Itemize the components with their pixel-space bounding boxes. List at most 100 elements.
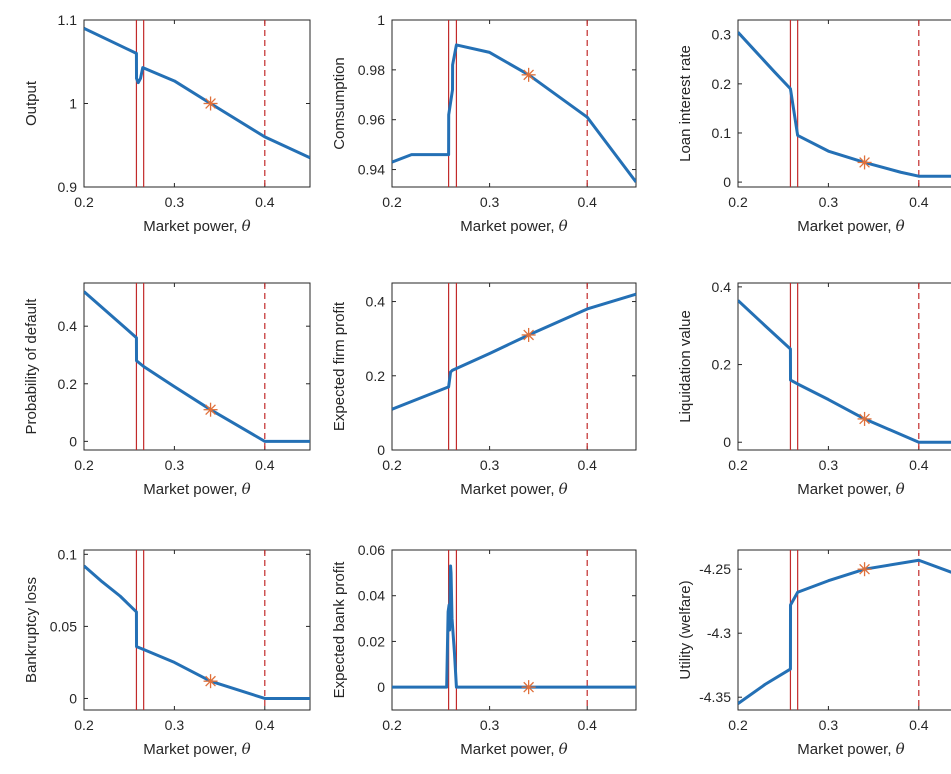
panel-utility: 0.2 0.3 0.4 -4.35 -4.3 -4.25 Market power, θ Ut… [677,549,951,758]
y-tick-label: 0.9 [58,179,78,195]
x-tick-label: 0.3 [165,457,185,473]
series-line [738,558,951,705]
y-tick-label: 0 [377,679,385,695]
axes-box [737,19,951,188]
y-tick-label: 0.4 [58,318,78,334]
series-line [392,564,636,689]
x-tick-label: 0.3 [819,194,839,210]
x-axis-label: Market power, θ [143,480,250,498]
y-tick-label: 0 [69,433,77,449]
series-line [84,26,310,160]
plot-area [738,20,951,187]
y-axis-label: Bankruptcy loss [23,577,40,683]
plot-area [392,20,636,187]
y-axis-label: Comsumption [331,57,348,150]
x-tick-label: 0.3 [480,457,500,473]
series-line [84,290,310,443]
x-tick-label: 0.4 [909,717,929,733]
x-axis-label: Market power, θ [460,480,567,498]
y-axis-label: Loan interest rate [677,45,694,162]
axes-box [391,19,637,188]
x-tick-label: 0.4 [255,194,275,210]
panel-output: 0.2 0.3 0.4 0.9 1 1.1 Market power, θ Output [23,12,311,235]
y-tick-label: 0.06 [358,542,385,558]
axes-box [737,282,951,451]
y-tick-label: -4.3 [707,625,731,641]
y-tick-label: -4.25 [699,561,731,577]
axes-box [83,549,311,711]
series-line [392,292,636,411]
x-axis-label: Market power, θ [143,217,250,235]
panel-bankruptcy-loss: 0.2 0.3 0.4 0 0.05 0.1 Market power, θ Bankrupt… [23,546,311,758]
y-tick-label: 0 [69,690,77,706]
y-tick-label: 0.3 [712,27,732,43]
plot-area [738,550,951,710]
x-tick-label: 0.3 [480,194,500,210]
y-tick-label: 0 [723,174,731,190]
series-line [84,564,310,700]
x-tick-label: 0.2 [382,194,402,210]
series-line [392,43,636,183]
x-tick-label: 0.2 [382,717,402,733]
y-tick-label: 0.2 [712,76,732,92]
y-tick-label: 1.1 [58,12,78,28]
series-line [738,31,951,178]
plot-area [84,550,310,710]
y-axis-label: Expected firm profit [331,301,348,431]
x-tick-label: 0.3 [819,717,839,733]
axes-box [83,282,311,451]
y-tick-label: -4.35 [699,689,731,705]
y-tick-label: 0.1 [58,546,78,562]
y-tick-label: 0 [723,434,731,450]
x-axis-label: Market power, θ [797,480,904,498]
y-axis-label: Expected bank profit [331,561,348,699]
x-tick-label: 0.2 [382,457,402,473]
y-tick-label: 1 [377,12,385,28]
y-tick-label: 0.96 [358,112,385,128]
panel-default-prob: 0.2 0.3 0.4 0 0.2 0.4 Market power, θ Probabili… [23,282,311,498]
y-tick-label: 0.98 [358,62,385,78]
y-tick-label: 0.04 [358,588,385,604]
x-tick-label: 0.2 [728,194,748,210]
x-axis-label: Market power, θ [797,740,904,758]
y-tick-label: 1 [69,96,77,112]
panel-consumption: 0.2 0.3 0.4 0.94 0.96 0.98 1 Market power, θ Com… [331,12,637,235]
plot-area [738,283,951,450]
panel-bank-profit: 0.2 0.3 0.4 0 0.02 0.04 0.06 Market power, θ Exp… [331,542,637,758]
plot-area [392,550,636,710]
y-tick-label: 0.94 [358,162,385,178]
star-marker [857,562,872,577]
panel-liquidation: 0.2 0.3 0.4 0 0.2 0.4 Market power, θ Liquidati… [677,279,951,498]
x-axis-label: Market power, θ [143,740,250,758]
y-tick-label: 0.4 [366,294,386,310]
y-axis-label: Liquidation value [677,310,694,423]
panel-loan-rate: 0.2 0.3 0.4 0 0.1 0.2 0.3 Market power, θ Loan i… [677,19,951,235]
plot-area [84,283,310,450]
x-tick-label: 0.4 [909,457,929,473]
y-tick-label: 0.4 [712,279,732,295]
x-tick-label: 0.3 [480,717,500,733]
y-tick-label: 0.2 [58,376,78,392]
x-tick-label: 0.4 [577,717,597,733]
x-tick-label: 0.4 [255,457,275,473]
x-axis-label: Market power, θ [460,217,567,235]
y-axis-label: Utility (welfare) [677,580,694,679]
plot-area [392,283,636,450]
axes-box [391,549,637,711]
x-axis-label: Market power, θ [797,217,904,235]
y-tick-label: 0.02 [358,633,385,649]
x-tick-label: 0.2 [74,717,94,733]
y-tick-label: 0.2 [712,357,732,373]
x-tick-label: 0.2 [728,457,748,473]
y-axis-label: Output [23,80,40,126]
y-tick-label: 0.2 [366,368,386,384]
star-marker [521,67,536,82]
star-marker [203,96,218,111]
x-tick-label: 0.3 [165,717,185,733]
star-marker [857,155,872,170]
axes-box [737,549,951,711]
star-marker [203,402,218,417]
x-tick-label: 0.4 [909,194,929,210]
